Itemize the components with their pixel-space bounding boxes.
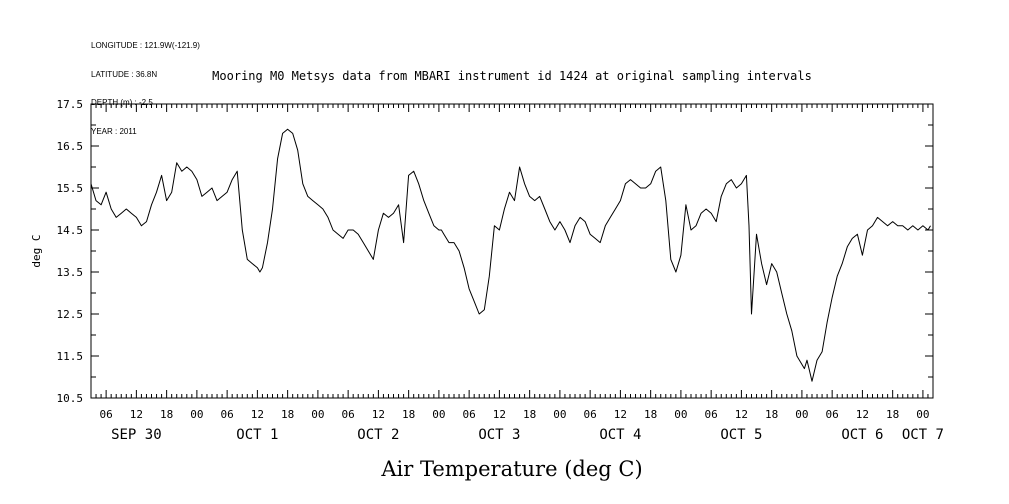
x-tick-label: 06 — [705, 408, 718, 421]
x-tick-label: 06 — [221, 408, 234, 421]
x-tick-label: 18 — [765, 408, 778, 421]
x-tick-label: 18 — [281, 408, 294, 421]
day-label: SEP 30 — [111, 427, 162, 443]
y-tick-label: 15.5 — [57, 182, 84, 195]
y-tick-label: 17.5 — [57, 98, 84, 111]
x-tick-label: 06 — [826, 408, 839, 421]
x-tick-label: 18 — [160, 408, 173, 421]
x-tick-label: 00 — [916, 408, 929, 421]
x-tick-label: 06 — [100, 408, 113, 421]
day-label: OCT 7 — [902, 427, 944, 443]
x-tick-label: 12 — [614, 408, 627, 421]
y-tick-label: 12.5 — [57, 308, 84, 321]
x-tick-label: 12 — [493, 408, 506, 421]
metadata-block: LONGITUDE : 121.9W(-121.9) LATITUDE : 36… — [91, 22, 200, 146]
x-tick-label: 00 — [674, 408, 687, 421]
x-tick-label: 00 — [432, 408, 445, 421]
day-label: OCT 5 — [720, 427, 762, 443]
x-tick-label: 00 — [795, 408, 808, 421]
y-tick-label: 11.5 — [57, 350, 84, 363]
y-tick-label: 10.5 — [57, 392, 84, 405]
y-axis-label: deg C — [30, 234, 43, 267]
x-tick-label: 12 — [856, 408, 869, 421]
day-label: OCT 3 — [478, 427, 520, 443]
x-tick-label: 12 — [130, 408, 143, 421]
year-label: YEAR : 2011 — [91, 126, 137, 136]
chart-title: Mooring M0 Metsys data from MBARI instru… — [212, 69, 812, 83]
x-tick-label: 18 — [886, 408, 899, 421]
x-tick-label: 12 — [251, 408, 264, 421]
x-tick-label: 12 — [735, 408, 748, 421]
latitude-label: LATITUDE : 36.8N — [91, 69, 158, 79]
plot-frame — [90, 103, 934, 399]
day-label: OCT 1 — [236, 427, 278, 443]
x-tick-label: 00 — [311, 408, 324, 421]
x-tick-label: 06 — [463, 408, 476, 421]
x-tick-label: 18 — [402, 408, 415, 421]
x-axis-label: Air Temperature (deg C) — [380, 457, 642, 481]
y-axis: 10.5 11.5 12.5 13.5 14.5 15.5 16.5 17.5 — [57, 98, 933, 405]
day-label: OCT 2 — [357, 427, 399, 443]
x-tick-label: 06 — [584, 408, 597, 421]
x-tick-label: 12 — [372, 408, 385, 421]
series-group — [90, 128, 931, 382]
depth-label: DEPTH (m) : -2.5 — [91, 98, 153, 107]
y-tick-label: 13.5 — [57, 266, 84, 279]
x-tick-label: 00 — [190, 408, 203, 421]
x-tick-label: 18 — [523, 408, 536, 421]
y-tick-label: 14.5 — [57, 224, 84, 237]
longitude-label: LONGITUDE : 121.9W(-121.9) — [91, 41, 200, 50]
x-tick-label: 00 — [553, 408, 566, 421]
x-axis: 06 12 18 00 06 12 18 00 06 12 18 00 06 12 18 00 06 12 18 00… — [90, 104, 944, 443]
x-tick-label: 06 — [342, 408, 355, 421]
day-label: OCT 4 — [599, 427, 641, 443]
y-tick-label: 16.5 — [57, 140, 84, 153]
air-temperature-line — [90, 128, 931, 382]
x-tick-label: 18 — [644, 408, 657, 421]
day-label: OCT 6 — [841, 427, 883, 443]
